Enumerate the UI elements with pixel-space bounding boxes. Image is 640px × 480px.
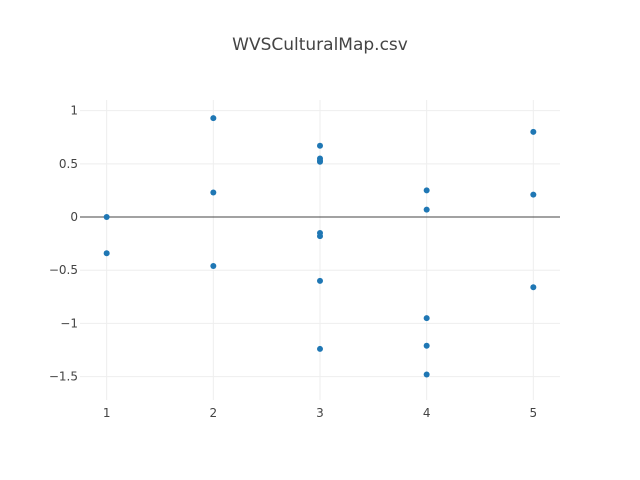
- data-point[interactable]: [317, 277, 323, 284]
- data-point[interactable]: [423, 315, 430, 322]
- data-points: [103, 115, 537, 378]
- x-tick-label: 1: [103, 406, 111, 420]
- data-point[interactable]: [317, 157, 323, 164]
- data-point[interactable]: [210, 262, 217, 269]
- data-point[interactable]: [210, 115, 217, 122]
- data-point[interactable]: [423, 342, 430, 349]
- x-tick-label: 5: [530, 406, 538, 420]
- grid: [80, 100, 560, 400]
- data-point[interactable]: [317, 142, 323, 149]
- data-point[interactable]: [317, 233, 323, 240]
- x-tick-label: 4: [423, 406, 431, 420]
- data-point[interactable]: [423, 187, 430, 194]
- data-point[interactable]: [530, 284, 537, 291]
- y-tick-label: −1.5: [49, 370, 78, 384]
- y-tick-label: 0.5: [59, 157, 78, 171]
- y-tick-label: 0: [70, 210, 78, 224]
- axes: 1 2 3 4 5 1 0.5 0 −0.5 −1 −1.5: [49, 104, 537, 420]
- data-point[interactable]: [423, 206, 430, 213]
- y-tick-label: −1: [60, 316, 78, 330]
- y-tick-label: −0.5: [49, 263, 78, 277]
- data-point[interactable]: [530, 191, 537, 198]
- chart-title: WVSCulturalMap.csv: [232, 35, 408, 55]
- data-point[interactable]: [530, 128, 537, 135]
- x-tick-label: 2: [210, 406, 218, 420]
- y-tick-label: 1: [70, 104, 78, 118]
- data-point[interactable]: [423, 371, 430, 378]
- data-point[interactable]: [103, 250, 110, 257]
- data-point[interactable]: [103, 214, 110, 221]
- x-tick-label: 3: [316, 406, 324, 420]
- data-point[interactable]: [317, 345, 323, 352]
- data-point[interactable]: [210, 189, 217, 196]
